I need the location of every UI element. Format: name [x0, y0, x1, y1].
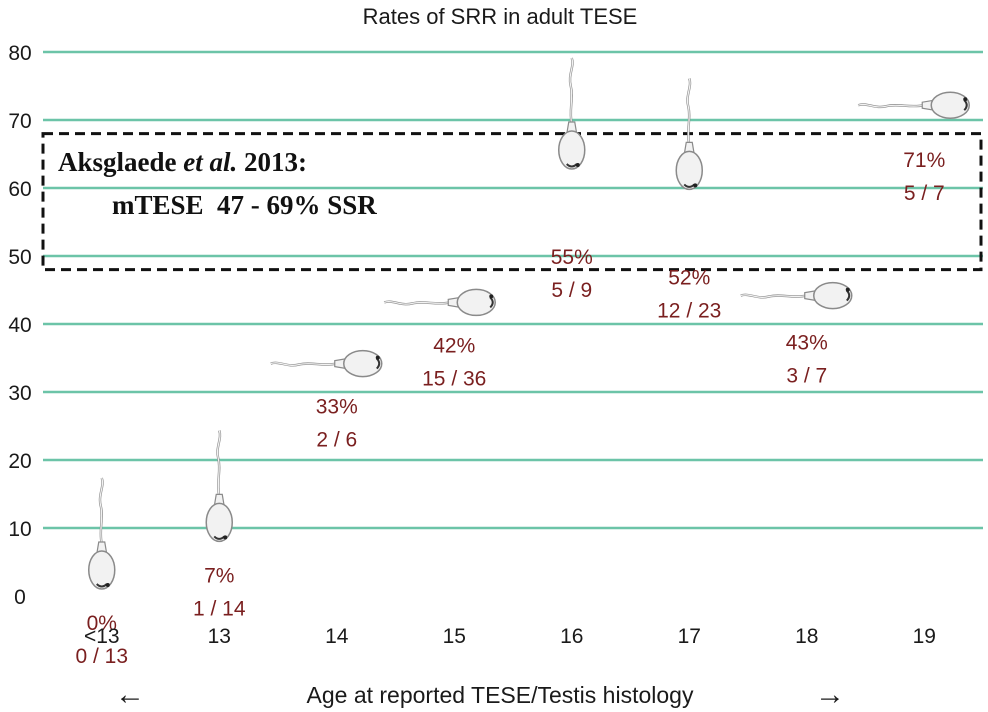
y-tick-label: 40 — [8, 314, 31, 337]
percent-label: 0% — [87, 612, 117, 635]
annotation-author: Aksglaede — [58, 147, 177, 177]
x-tick-label: <13 — [84, 625, 120, 648]
count-label: 5 / 9 — [551, 279, 592, 302]
annotation-box: Aksglaede et al. 2013: mTESE 47 - 69% SS… — [41, 132, 983, 272]
data-point: 33% 2 / 6 — [270, 349, 383, 452]
y-tick-label: 50 — [8, 246, 31, 269]
y-tick-label: 20 — [8, 450, 31, 473]
percent-label: 33% — [316, 396, 358, 419]
grid — [43, 50, 983, 530]
x-tick-label: 18 — [795, 625, 818, 648]
count-label: 5 / 7 — [904, 182, 945, 205]
annotation-rect — [41, 132, 983, 272]
y-tick-label: 70 — [8, 110, 31, 133]
sperm-icon — [558, 57, 586, 170]
arrow-left-icon: ← — [115, 678, 145, 711]
y-tick-label: 0 — [14, 586, 26, 609]
percent-label: 71% — [903, 149, 945, 172]
sperm-icon — [675, 77, 703, 191]
x-tick-label: 14 — [325, 625, 349, 648]
data-point: 55% 5 / 9 — [551, 57, 593, 302]
sperm-icon — [383, 288, 496, 317]
x-tick-label: 17 — [678, 625, 701, 648]
percent-label: 43% — [786, 332, 828, 355]
data-point: 0% 0 / 13 — [75, 477, 128, 668]
sperm-icon — [740, 281, 853, 310]
count-label: 15 / 36 — [422, 367, 486, 390]
count-label: 12 / 23 — [657, 299, 721, 322]
data-point: 43% 3 / 7 — [740, 281, 853, 388]
sperm-icon — [88, 477, 116, 590]
x-tick-label: 13 — [208, 625, 231, 648]
count-label: 3 / 7 — [786, 365, 827, 388]
x-axis-ticks: <13 13 14 15 16 17 18 19 — [84, 625, 936, 648]
data-point: 71% 5 / 7 — [857, 91, 970, 205]
x-axis-label: Age at reported TESE/Testis histology — [307, 682, 694, 708]
sperm-icon — [857, 91, 970, 119]
percent-label: 42% — [433, 334, 475, 357]
x-tick-label: 19 — [913, 625, 936, 648]
percent-label: 52% — [668, 266, 710, 289]
arrow-right-icon: → — [815, 678, 845, 711]
count-label: 0 / 13 — [75, 645, 128, 668]
annotation-line-1: Aksglaede et al. 2013: — [58, 147, 307, 177]
sperm-icon — [270, 349, 383, 378]
percent-label: 55% — [551, 246, 593, 269]
y-tick-label: 80 — [8, 42, 31, 65]
data-point: 42% 15 / 36 — [383, 288, 496, 390]
y-tick-label: 30 — [8, 382, 31, 405]
data-points: 0% 0 / 13 7% 1 / 14 33% 2 / 6 42% 15 / 36 55% 5 /… — [75, 57, 970, 668]
data-point: 7% 1 / 14 — [193, 429, 246, 620]
data-point: 52% 12 / 23 — [657, 77, 721, 322]
y-tick-label: 60 — [8, 178, 31, 201]
y-axis-ticks: 0 10 20 30 40 50 60 70 80 — [8, 42, 31, 609]
count-label: 1 / 14 — [193, 597, 246, 620]
x-tick-label: 16 — [560, 625, 583, 648]
sperm-icon — [205, 429, 233, 543]
count-label: 2 / 6 — [316, 429, 357, 452]
chart-title: Rates of SRR in adult TESE — [363, 4, 638, 29]
y-tick-label: 10 — [8, 518, 31, 541]
annotation-etal: et al. — [183, 147, 237, 177]
annotation-line-2: mTESE 47 - 69% SSR — [112, 190, 377, 220]
annotation-year: 2013: — [244, 147, 307, 177]
x-tick-label: 15 — [443, 625, 466, 648]
percent-label: 7% — [204, 564, 234, 587]
